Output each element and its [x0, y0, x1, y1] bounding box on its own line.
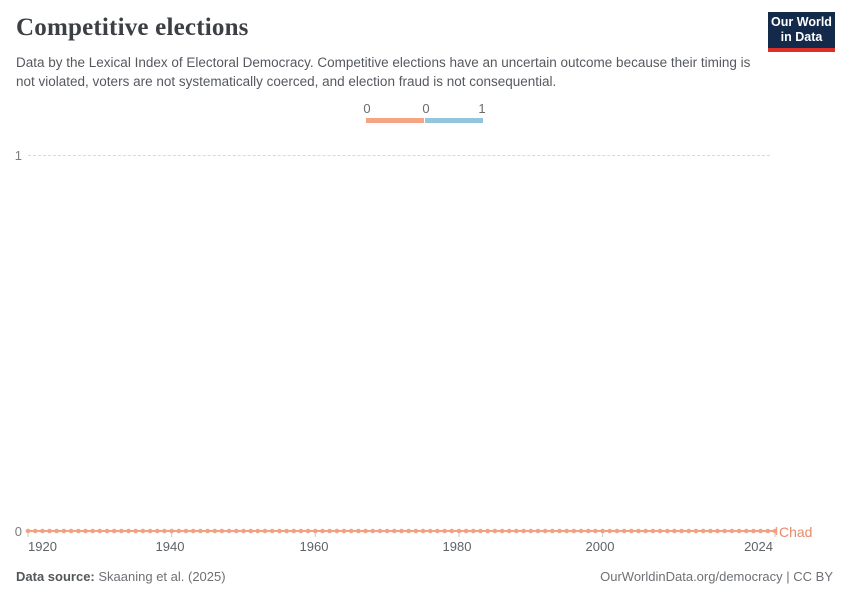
y-axis-label-0: 0 [14, 524, 22, 539]
gridline-y1 [28, 155, 770, 156]
owid-logo[interactable]: Our World in Data [768, 12, 835, 52]
x-axis-label-1960: 1960 [299, 539, 329, 554]
legend-bin-one[interactable] [425, 118, 483, 123]
data-source-label: Data source: [16, 569, 95, 584]
chart-subtitle: Data by the Lexical Index of Electoral D… [16, 55, 751, 89]
legend-tick-0: 0 [363, 101, 371, 116]
gridline-y0 [28, 531, 770, 532]
x-axis-label-1920: 1920 [28, 539, 57, 554]
owid-logo-line1: Our World [771, 15, 832, 29]
owid-logo-line2: in Data [780, 30, 823, 44]
page-title: Competitive elections [16, 14, 249, 41]
entity-label-chad[interactable]: Chad [779, 524, 813, 540]
x-axis-label-1980: 1980 [442, 539, 472, 554]
legend-tick-2: 1 [478, 101, 486, 116]
data-source-value[interactable]: Skaaning et al. (2025) [98, 569, 226, 584]
x-axis-label-1940: 1940 [155, 539, 185, 554]
x-axis-label-2024: 2024 [744, 539, 773, 554]
data-source-line: Data source: Skaaning et al. (2025) [16, 569, 226, 584]
x-axis-label-2000: 2000 [585, 539, 615, 554]
y-axis-label-1: 1 [14, 148, 22, 163]
legend-bin-zero[interactable] [366, 118, 424, 123]
credit-link[interactable]: OurWorldinData.org/democracy | CC BY [600, 569, 833, 584]
legend-tick-1: 0 [422, 101, 430, 116]
